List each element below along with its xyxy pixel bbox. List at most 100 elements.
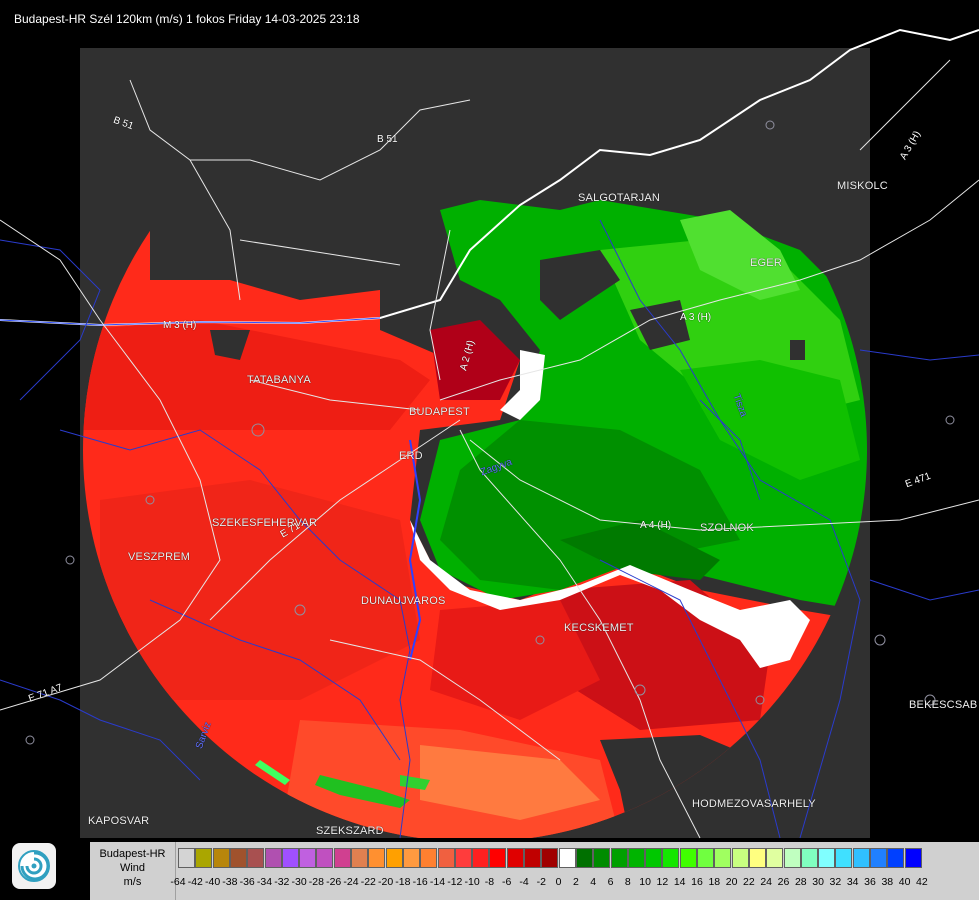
city-label-bekescsaba: BEKESCSAB — [909, 699, 978, 711]
legend-swatch — [316, 848, 334, 868]
legend-tick-label: 8 — [624, 876, 631, 888]
legend-tick-label: 36 — [864, 876, 876, 888]
legend-swatch — [662, 848, 680, 868]
city-label-hodmezovasarhely: HODMEZOVASARHELY — [692, 798, 816, 810]
legend-swatch — [420, 848, 438, 868]
legend-swatch — [627, 848, 645, 868]
legend-swatch — [281, 848, 299, 868]
legend-tick-label: -32 — [274, 876, 290, 888]
legend-tick-label: -16 — [412, 876, 428, 888]
city-label-budapest: BUDAPEST — [409, 406, 470, 418]
legend-swatch — [506, 848, 524, 868]
legend-tick-label: 6 — [607, 876, 614, 888]
legend-title: Budapest-HR Wind m/s — [90, 842, 176, 900]
legend-tick-label: 2 — [572, 876, 579, 888]
legend-tick-label: -30 — [291, 876, 307, 888]
legend-swatch — [575, 848, 593, 868]
legend-tick-label: 42 — [916, 876, 928, 888]
legend-tick-label: 22 — [743, 876, 755, 888]
legend-swatch — [437, 848, 455, 868]
legend-tick-label: -26 — [326, 876, 342, 888]
legend-swatch — [229, 848, 247, 868]
legend-tick-label: -34 — [256, 876, 273, 888]
page-title: Budapest-HR Szél 120km (m/s) 1 fokos Fri… — [14, 12, 360, 26]
city-label-miskolc: MISKOLC — [837, 180, 888, 192]
legend-swatch — [731, 848, 749, 868]
legend-swatch — [299, 848, 317, 868]
legend-swatch — [610, 848, 628, 868]
roads — [0, 59, 979, 839]
legend-tick-label: -20 — [378, 876, 394, 888]
road-label-a3: A 3 (H) — [680, 312, 712, 323]
legend-tick-label: 32 — [829, 876, 842, 888]
city-label-salgotarjan: SALGOTARJAN — [578, 192, 661, 204]
legend-tick-label: 10 — [639, 876, 651, 888]
legend-tick-label: 16 — [691, 876, 703, 888]
city-label-kecskemet: KECSKEMET — [564, 622, 634, 634]
road-label-m3: M 3 (H) — [163, 320, 197, 331]
legend-tick-label: -12 — [447, 876, 463, 888]
legend-tick-label: -42 — [187, 876, 203, 888]
legend-tick-label: -10 — [464, 876, 480, 888]
legend-tick-label: -22 — [360, 876, 376, 888]
legend-tick-label: 28 — [794, 876, 807, 888]
legend-title-line: Wind — [119, 862, 146, 874]
city-label-eger: EGER — [750, 257, 782, 269]
legend-swatch — [748, 848, 766, 868]
legend-tick-label: 20 — [725, 876, 738, 888]
legend-tick-label: -24 — [343, 876, 359, 888]
legend-tick-label: -64 — [170, 876, 186, 888]
legend-swatch — [697, 848, 714, 868]
legend-tick-label: 18 — [708, 876, 721, 888]
swirl-icon — [18, 850, 50, 882]
legend-swatch — [333, 848, 351, 868]
legend-swatch — [558, 848, 576, 868]
legend-tick-label: -2 — [536, 876, 546, 888]
legend-swatch — [783, 848, 801, 868]
legend-tick-label: -14 — [429, 876, 446, 888]
legend-swatch — [402, 848, 420, 868]
legend-swatch — [264, 848, 282, 868]
legend-tick-label: 30 — [812, 876, 824, 888]
city-label-veszprem: VESZPREM — [128, 551, 191, 563]
legend-swatch — [195, 848, 213, 868]
city-label-szekesfehervar: SZEKESFEHERVAR — [212, 517, 318, 529]
legend-swatch — [541, 848, 559, 868]
legend-tick-label: -18 — [395, 876, 411, 888]
legend-tick-label: -40 — [205, 876, 221, 888]
radar-echo — [83, 200, 867, 838]
road-label-b51: B 51 — [377, 134, 398, 145]
legend-tick-label: 26 — [777, 876, 790, 888]
met-service-logo — [12, 843, 56, 889]
legend-title-line: Budapest-HR — [99, 848, 166, 860]
legend-tick-label: -6 — [502, 876, 512, 888]
legend-tick-label: 38 — [881, 876, 894, 888]
legend-swatch — [351, 848, 368, 868]
city-label-szekszard: SZEKSZARD — [316, 825, 384, 837]
legend-title-line: m/s — [123, 876, 142, 888]
legend-swatch — [524, 848, 541, 868]
legend-tick-label: -8 — [484, 876, 495, 888]
legend-swatch — [212, 848, 230, 868]
settlement-outlines — [25, 120, 955, 745]
legend-swatch — [852, 848, 870, 868]
legend-swatch — [489, 848, 507, 868]
legend-swatch — [904, 848, 922, 868]
legend-tick-label: 40 — [898, 876, 911, 888]
legend-swatch — [247, 848, 265, 868]
boundaries — [0, 28, 979, 839]
legend-swatch — [766, 848, 784, 868]
legend-swatch — [178, 848, 195, 868]
legend-tick-label: 12 — [656, 876, 669, 888]
legend-tick-label: -4 — [519, 876, 529, 888]
city-label-dunaujvaros: DUNAUJVAROS — [361, 595, 446, 607]
legend-swatch — [385, 848, 403, 868]
legend-swatch — [679, 848, 697, 868]
legend-swatch — [870, 848, 887, 868]
legend-swatch — [472, 848, 490, 868]
legend-tick-label: 24 — [760, 876, 773, 888]
legend-tick-label: 34 — [846, 876, 859, 888]
legend-swatch — [454, 848, 472, 868]
legend-tick-label: 4 — [590, 876, 597, 888]
